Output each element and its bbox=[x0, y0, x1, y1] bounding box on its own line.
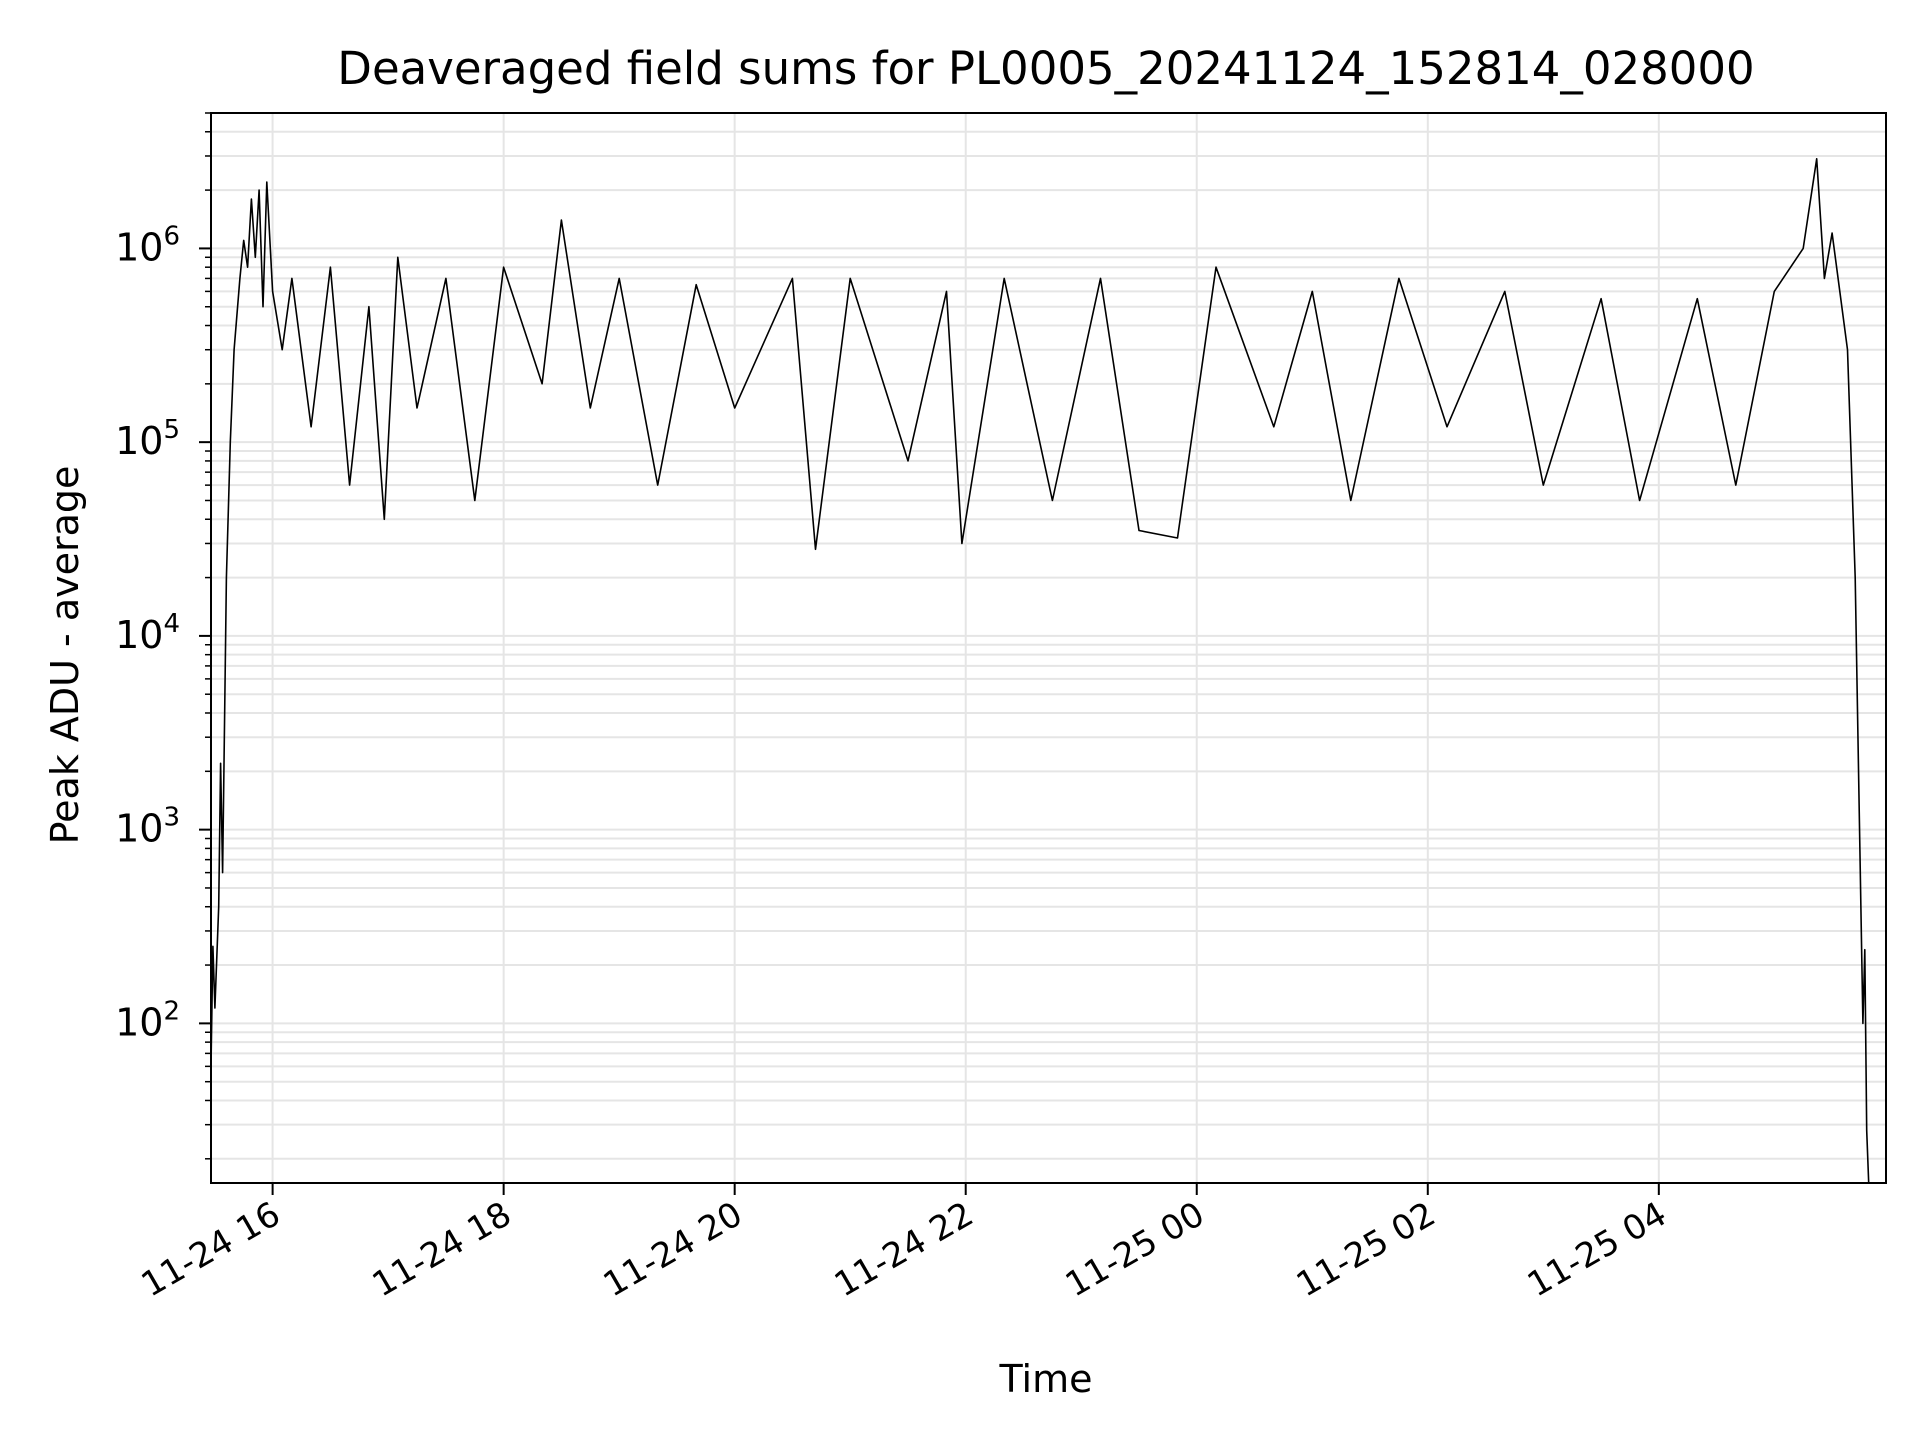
y-tick-label: 106 bbox=[115, 221, 180, 269]
y-tick-exponent: 4 bbox=[163, 609, 180, 639]
y-tick-exponent: 6 bbox=[163, 221, 180, 251]
y-tick-base: 10 bbox=[115, 807, 163, 851]
y-tick-exponent: 5 bbox=[163, 415, 180, 445]
y-tick-base: 10 bbox=[115, 613, 163, 657]
grid-lines bbox=[211, 112, 1886, 1183]
y-tick-exponent: 3 bbox=[163, 803, 180, 833]
chart-title: Deaveraged field sums for PL0005_2024112… bbox=[337, 42, 1754, 95]
y-tick-label: 103 bbox=[115, 803, 180, 851]
y-tick-label: 104 bbox=[115, 609, 180, 657]
y-tick-base: 10 bbox=[115, 1000, 163, 1044]
series-line-0 bbox=[210, 158, 1870, 1184]
y-tick-base: 10 bbox=[115, 419, 163, 463]
y-tick-exponent: 2 bbox=[163, 996, 180, 1026]
x-axis-label: Time bbox=[999, 1357, 1093, 1401]
y-axis-label: Peak ADU - average bbox=[43, 466, 87, 845]
y-tick-label: 102 bbox=[115, 996, 180, 1044]
plot-area-frame bbox=[210, 112, 1887, 1184]
y-tick-label: 105 bbox=[115, 415, 180, 463]
y-tick-base: 10 bbox=[115, 225, 163, 269]
series-layer bbox=[210, 158, 1870, 1184]
